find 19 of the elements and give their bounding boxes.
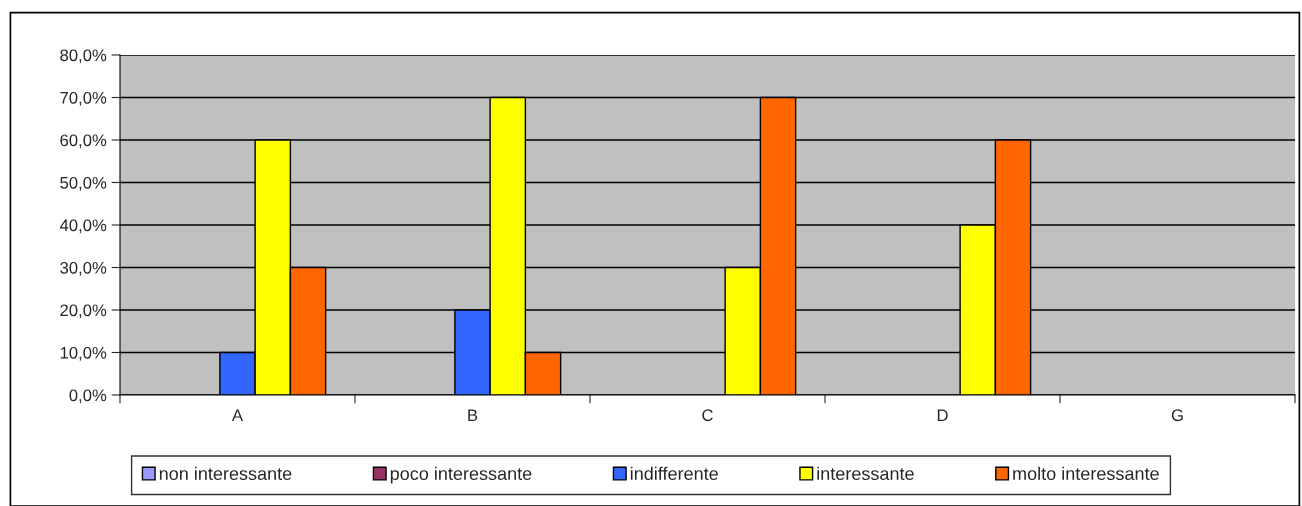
x-tick-label: D xyxy=(937,409,948,421)
x-tick-label: G xyxy=(1171,409,1183,422)
legend-label: interessante xyxy=(817,466,914,481)
legend-label: indifferente xyxy=(630,466,718,481)
y-tick-label: 0,0% xyxy=(69,389,107,404)
x-tick-label: B xyxy=(468,409,478,421)
x-tick-label: A xyxy=(231,409,244,421)
y-tick-label: 30,0% xyxy=(60,261,107,276)
y-tick-label: 20,0% xyxy=(60,304,107,319)
legend-label: molto interessante xyxy=(1013,466,1159,481)
y-tick-label: 80,0% xyxy=(60,49,107,64)
x-tick-label: C xyxy=(702,409,713,422)
y-tick-label: 70,0% xyxy=(60,91,107,106)
y-tick-label: 50,0% xyxy=(60,176,107,191)
y-tick-label: 40,0% xyxy=(59,219,107,234)
y-tick-label: 10,0% xyxy=(60,346,107,361)
y-tick-label: 60,0% xyxy=(60,134,107,149)
legend-label: non interessante xyxy=(159,466,292,481)
legend-label: poco interessante xyxy=(390,466,532,484)
